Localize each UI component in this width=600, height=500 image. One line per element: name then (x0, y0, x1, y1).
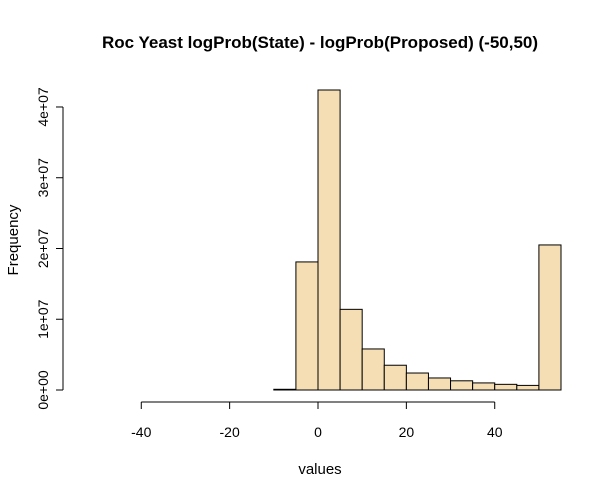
histogram-bars (273, 89, 562, 391)
x-tick-label-1: -20 (220, 424, 240, 440)
histogram-bar-15 (405, 372, 429, 391)
y-axis-label: Frequency (5, 204, 22, 275)
histogram-bar-10 (295, 261, 319, 391)
x-tick-label-4: 40 (487, 424, 503, 440)
y-tick-label-2: 2e+07 (35, 229, 51, 269)
y-tick-label-1: 1e+07 (35, 299, 51, 339)
histogram-bar-14 (383, 364, 407, 391)
y-tick-label-4: 4e+07 (35, 87, 51, 127)
y-tick-label-3: 3e+07 (35, 158, 51, 198)
histogram-bar-18 (472, 382, 496, 391)
x-tick-label-0: -40 (131, 424, 151, 440)
x-axis-label: values (298, 461, 341, 478)
x-tick-label-3: 20 (399, 424, 415, 440)
histogram-bar-19 (494, 383, 518, 391)
y-axis: 0e+00 1e+07 2e+07 3e+07 4e+07 (35, 87, 64, 410)
histogram-bar-13 (361, 348, 385, 391)
y-tick-label-0: 0e+00 (35, 370, 51, 410)
histogram-bar-21 (538, 244, 562, 391)
histogram-bar-12 (339, 308, 363, 391)
histogram-bar-17 (450, 380, 474, 391)
histogram-bar-9 (273, 388, 297, 391)
histogram-bar-16 (427, 377, 452, 391)
histogram-bar-11 (317, 89, 341, 391)
x-tick-label-2: 0 (314, 424, 322, 440)
chart-title: Roc Yeast logProb(State) - logProb(Propo… (102, 33, 538, 52)
x-axis: -40 -20 0 20 40 (131, 401, 503, 440)
histogram-bar-20 (516, 384, 540, 391)
